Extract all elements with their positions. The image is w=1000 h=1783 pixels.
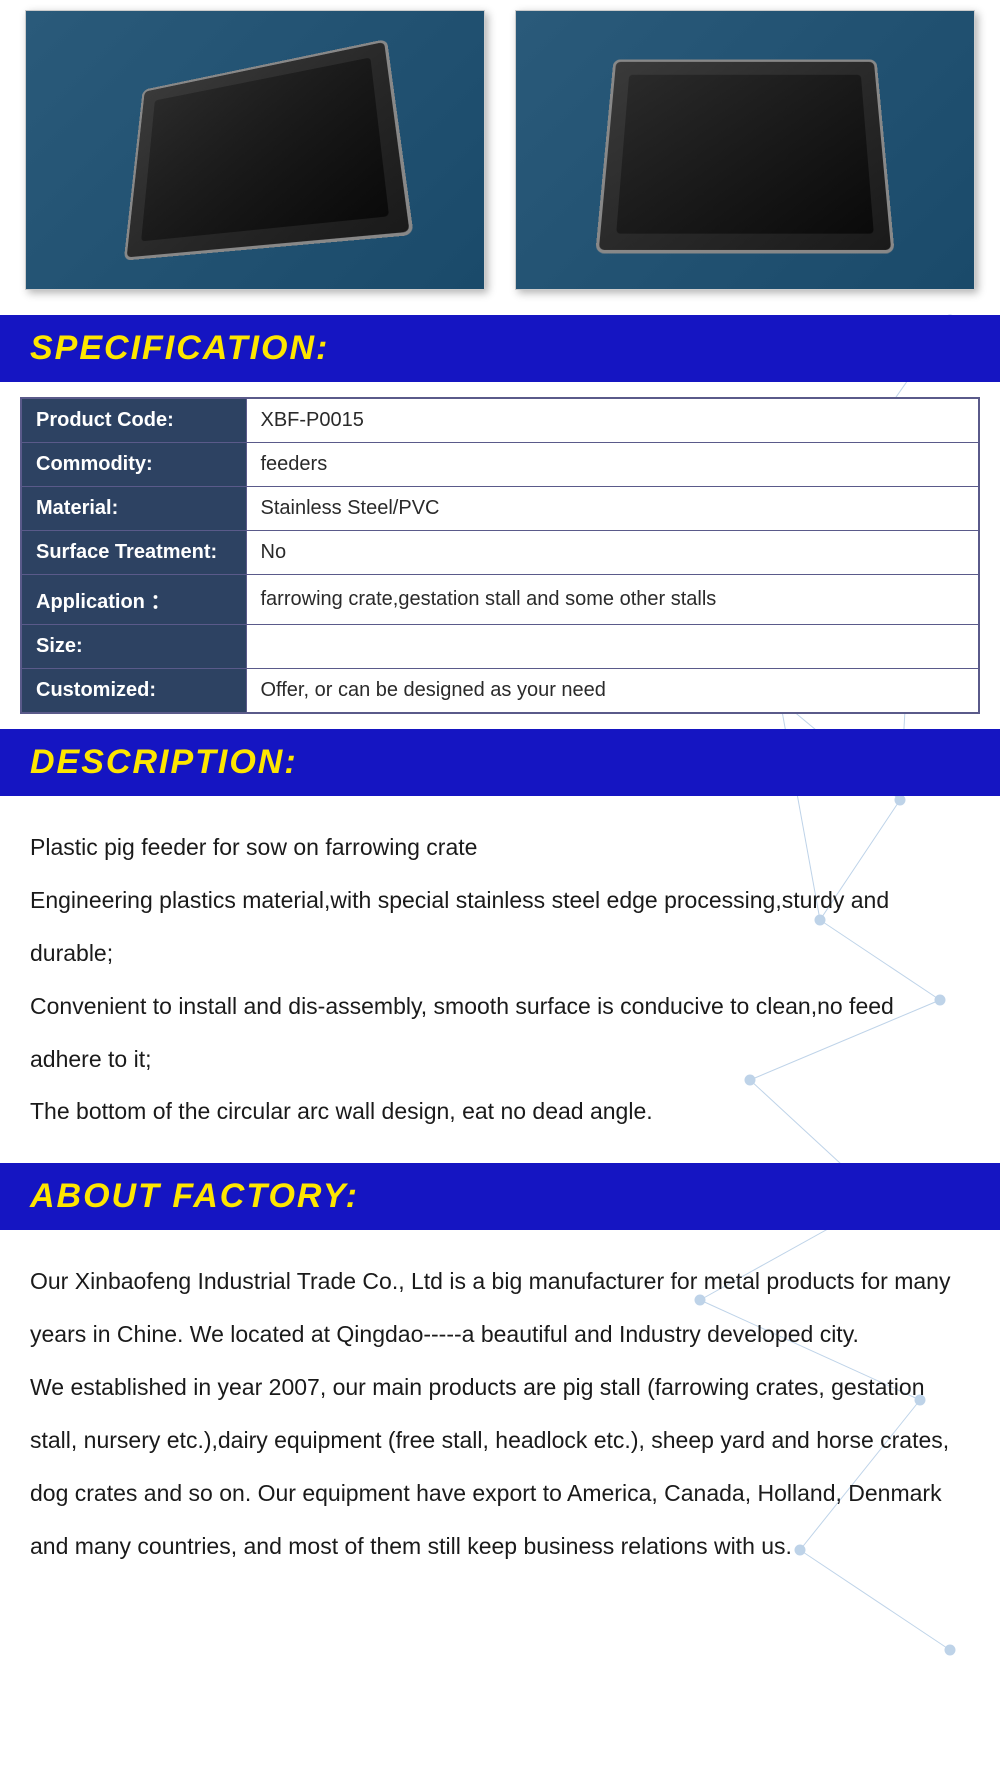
about-factory-title: ABOUT FACTORY: — [30, 1177, 970, 1216]
description-header: DESCRIPTION: — [0, 729, 1000, 796]
spec-value: feeders — [246, 443, 979, 487]
specification-header: SPECIFICATION: — [0, 315, 1000, 382]
table-row: Material:Stainless Steel/PVC — [21, 487, 979, 531]
table-row: Customized:Offer, or can be designed as … — [21, 669, 979, 714]
about-factory-header: ABOUT FACTORY: — [0, 1163, 1000, 1230]
spec-value: No — [246, 531, 979, 575]
spec-value: Stainless Steel/PVC — [246, 487, 979, 531]
product-image-1 — [25, 10, 485, 290]
spec-label: Customized: — [21, 669, 246, 714]
spec-label: Surface Treatment: — [21, 531, 246, 575]
description-title: DESCRIPTION: — [30, 743, 970, 782]
spec-value: XBF-P0015 — [246, 398, 979, 443]
spec-value — [246, 625, 979, 669]
table-row: Size: — [21, 625, 979, 669]
table-row: Surface Treatment:No — [21, 531, 979, 575]
spec-label: Material: — [21, 487, 246, 531]
spec-label: Size: — [21, 625, 246, 669]
table-row: Product Code:XBF-P0015 — [21, 398, 979, 443]
spec-value: Offer, or can be designed as your need — [246, 669, 979, 714]
description-text: Plastic pig feeder for sow on farrowing … — [0, 796, 1000, 1163]
spec-label: Product Code: — [21, 398, 246, 443]
factory-text: Our Xinbaofeng Industrial Trade Co., Ltd… — [0, 1230, 1000, 1597]
specification-table: Product Code:XBF-P0015Commodity:feedersM… — [20, 397, 980, 714]
spec-label: Commodity: — [21, 443, 246, 487]
product-image-2 — [515, 10, 975, 290]
table-row: Application ：farrowing crate,gestation s… — [21, 575, 979, 625]
table-row: Commodity:feeders — [21, 443, 979, 487]
spec-value: farrowing crate,gestation stall and some… — [246, 575, 979, 625]
spec-label: Application ： — [21, 575, 246, 625]
specification-title: SPECIFICATION: — [30, 329, 970, 368]
product-images-row — [0, 0, 1000, 315]
